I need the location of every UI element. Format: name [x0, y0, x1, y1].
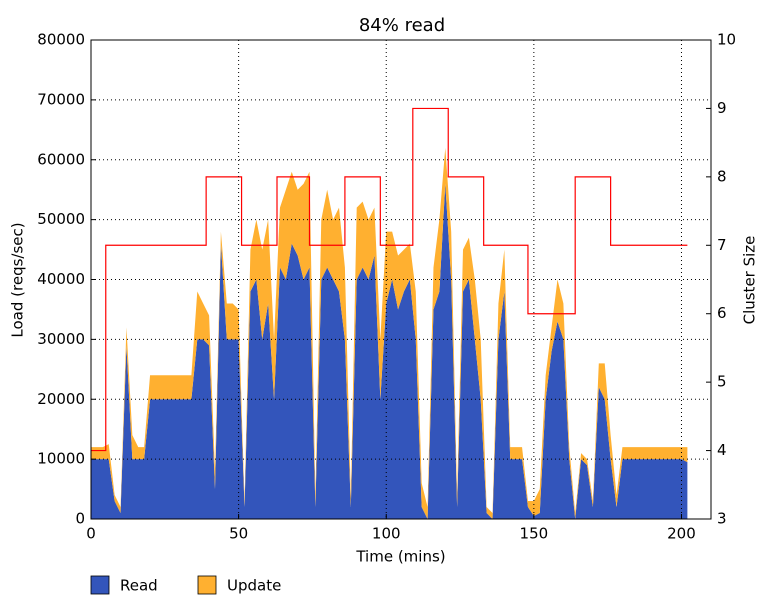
x-axis-label: Time (mins) — [355, 548, 445, 566]
x-tick-label: 150 — [520, 525, 549, 543]
legend-label: Update — [227, 577, 281, 595]
x-tick-label: 200 — [667, 525, 696, 543]
y-tick-label: 80000 — [37, 31, 85, 49]
y-tick-label: 0 — [75, 510, 85, 528]
cluster-size-line — [91, 107, 688, 452]
legend-swatch — [197, 575, 217, 595]
x-tick-label: 100 — [372, 525, 401, 543]
y2-tick-label: 4 — [717, 441, 727, 459]
y-tick-label: 30000 — [37, 330, 85, 348]
legend-label: Read — [120, 577, 158, 595]
x-tick-label: 50 — [229, 525, 248, 543]
y2-tick-label: 5 — [717, 373, 727, 391]
y-tick-label: 40000 — [37, 270, 85, 288]
y2-tick-label: 6 — [717, 304, 727, 322]
y2-tick-label: 7 — [717, 236, 727, 254]
y2-tick-label: 9 — [717, 99, 727, 117]
y2-tick-label: 3 — [717, 510, 727, 528]
legend-swatch — [90, 575, 110, 595]
y-tick-label: 70000 — [37, 90, 85, 108]
y-tick-label: 20000 — [37, 390, 85, 408]
y-tick-label: 50000 — [37, 210, 85, 228]
plot-frame — [90, 39, 712, 520]
chart-title: 84% read — [359, 15, 445, 36]
y2-tick-label: 8 — [717, 167, 727, 185]
y-tick-label: 10000 — [37, 450, 85, 468]
area — [91, 183, 688, 519]
y2-tick-label: 10 — [717, 31, 736, 49]
y-tick-label: 60000 — [37, 150, 85, 168]
y2-axis-label: Cluster Size — [741, 236, 759, 325]
y-axis-label: Load (reqs/sec) — [9, 222, 27, 337]
x-tick-label: 0 — [86, 525, 96, 543]
